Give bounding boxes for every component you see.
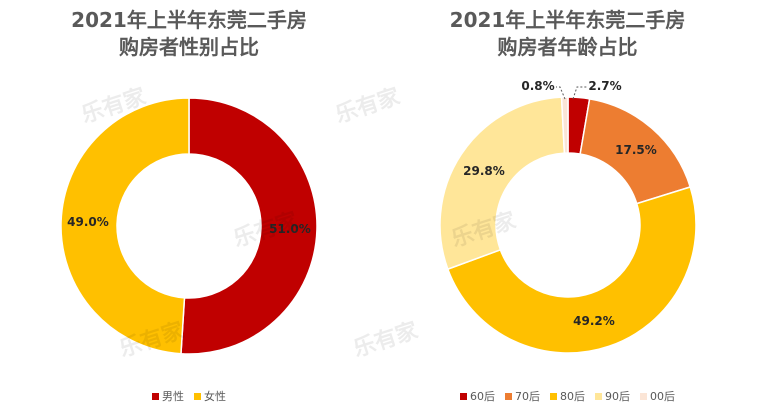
leader-line — [572, 86, 587, 100]
legend-swatch — [460, 392, 467, 400]
legend-swatch — [595, 392, 602, 400]
data-label: 49.2% — [573, 314, 615, 328]
data-label: 29.8% — [463, 164, 505, 178]
legend-label: 60后 — [470, 390, 495, 403]
gender-chart-title-line2: 购房者性别占比 — [119, 35, 259, 59]
gender-chart-title-line1: 2021年上半年东莞二手房 — [71, 8, 307, 32]
legend-swatch — [505, 392, 512, 400]
legend-label: 90后 — [605, 390, 630, 403]
legend-item-80s: 80后 — [550, 388, 585, 404]
age-chart-legend: 60后 70后 80后 90后 00后 — [378, 388, 757, 404]
legend-label: 女性 — [204, 390, 226, 403]
leader-line — [556, 86, 566, 100]
donut-slice — [180, 97, 318, 355]
legend-label: 男性 — [162, 390, 184, 403]
legend-item-00s: 00后 — [640, 388, 675, 404]
gender-chart-legend: 男性 女性 — [0, 388, 378, 404]
gender-donut-chart: 51.0% 49.0% — [60, 97, 318, 355]
data-label: 0.8% — [521, 79, 554, 93]
donut-slice — [446, 186, 697, 354]
data-label: 17.5% — [615, 143, 657, 157]
legend-item-70s: 70后 — [505, 388, 540, 404]
legend-label: 70后 — [515, 390, 540, 403]
legend-item-male: 男性 — [152, 388, 184, 404]
legend-swatch — [194, 392, 201, 400]
donut-slice — [560, 96, 569, 154]
legend-swatch — [640, 392, 647, 400]
age-donut-chart: 2.7% 17.5% 49.2% 29.8% 0.8% — [439, 79, 697, 354]
legend-item-90s: 90后 — [595, 388, 630, 404]
legend-item-60s: 60后 — [460, 388, 495, 404]
legend-item-female: 女性 — [194, 388, 226, 404]
data-label: 49.0% — [67, 215, 109, 229]
donut-slice — [60, 97, 190, 355]
legend-label: 00后 — [650, 390, 675, 403]
age-chart-title-line2: 购房者年龄占比 — [497, 35, 638, 59]
age-chart-title-line1: 2021年上半年东莞二手房 — [449, 8, 686, 32]
data-label: 2.7% — [588, 79, 621, 93]
age-chart-panel: 2021年上半年东莞二手房 购房者年龄占比 2.7% 17.5% 49.2% 29.8… — [333, 0, 757, 417]
gender-chart-panel: 2021年上半年东莞二手房 购房者性别占比 51.0%49.0% 乐有家 乐有家… — [0, 0, 378, 417]
legend-label: 80后 — [560, 390, 585, 403]
legend-swatch — [152, 392, 159, 400]
data-label: 51.0% — [269, 222, 311, 236]
donut-slice — [439, 96, 566, 271]
legend-swatch — [550, 392, 557, 400]
